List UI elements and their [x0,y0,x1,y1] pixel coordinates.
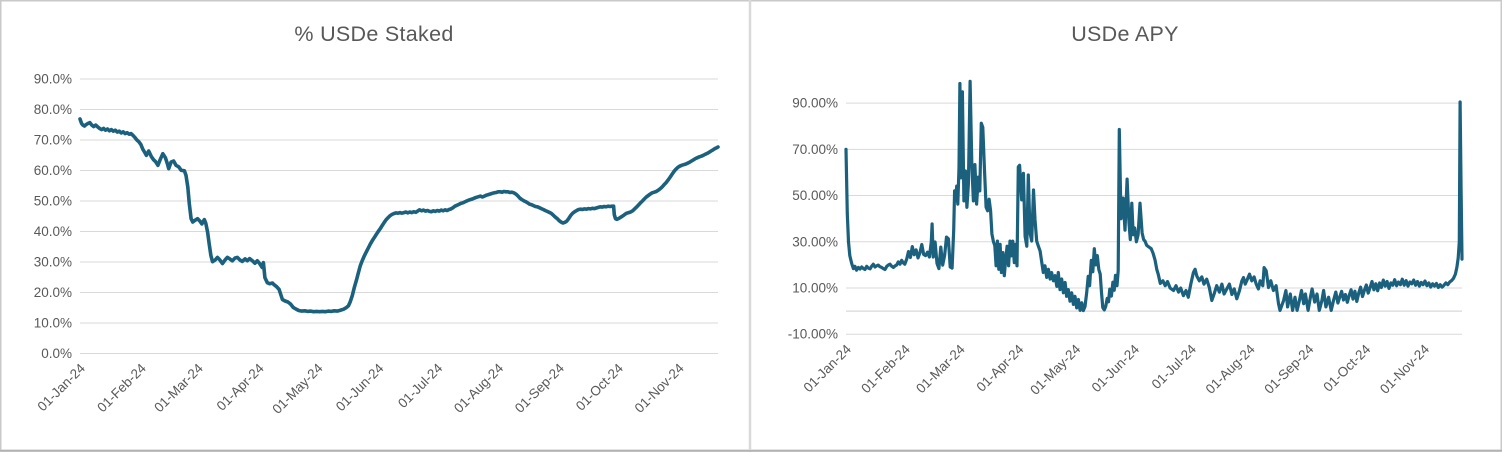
y-tick-label: 50.0% [34,194,72,209]
y-tick-label: 10.00% [792,280,838,295]
y-tick-label: 80.0% [34,102,72,117]
y-tick-label: 30.00% [792,234,838,249]
y-tick-label: 70.00% [792,142,838,157]
y-tick-label: 40.0% [34,224,72,239]
y-tick-label: 90.0% [34,72,72,87]
y-tick-label: 60.0% [34,163,72,178]
y-tick-label: 10.0% [34,316,72,331]
y-tick-label: 20.0% [34,285,72,300]
y-tick-label: 50.00% [792,188,838,203]
y-axis-labels: 0.0% 10.0% 20.0% 30.0% 40.0% 50.0% 60.0% 70.0% 8… [34,72,72,362]
y-gridlines [80,78,718,354]
y-tick-label: 30.0% [34,255,72,270]
y-tick-label: 70.0% [34,133,72,148]
staked-chart-title: % USDe Staked [294,22,453,46]
y-axis-labels: -10.00% 10.00% 30.00% 50.00% 70.00% 90.00% [788,96,838,342]
staked-series-line [78,117,720,314]
left-chart-panel [1,1,749,450]
y-tick-label: 0.0% [41,346,72,361]
y-tick-label: 90.00% [792,96,838,111]
apy-chart-title: USDe APY [1071,22,1179,46]
y-tick-label: -10.00% [788,327,838,342]
apy-series-line [844,79,1464,313]
